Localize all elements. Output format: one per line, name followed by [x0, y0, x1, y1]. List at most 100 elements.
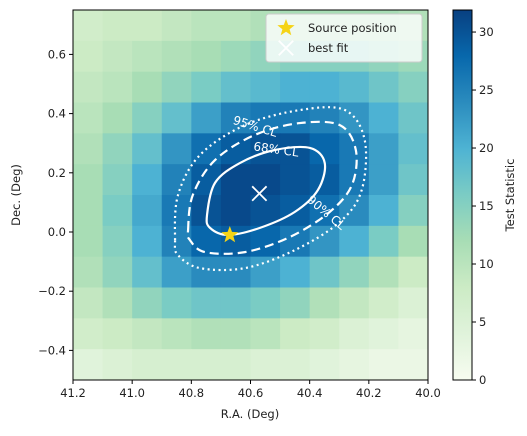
heatmap-cell — [368, 102, 399, 134]
heatmap-cell — [398, 195, 429, 227]
heatmap-cell — [220, 195, 251, 227]
heatmap-cell — [250, 318, 281, 350]
heatmap-cell — [250, 349, 281, 381]
heatmap-cell — [161, 102, 192, 134]
heatmap-cell — [250, 287, 281, 319]
heatmap-cell — [132, 164, 163, 196]
heatmap-cell — [161, 71, 192, 103]
heatmap-cell — [73, 102, 104, 134]
heatmap-cell — [280, 71, 311, 103]
heatmap-cell — [309, 287, 340, 319]
heatmap-cell — [339, 287, 370, 319]
heatmap-cell — [132, 102, 163, 134]
heatmap-cell — [220, 318, 251, 350]
heatmap-cell — [280, 102, 311, 134]
heatmap-cell — [368, 71, 399, 103]
heatmap-cell — [132, 256, 163, 288]
x-stroke — [251, 185, 268, 202]
heatmap-cell — [132, 195, 163, 227]
x-tick-label: 40.8 — [179, 386, 205, 400]
heatmap-cell — [191, 102, 222, 134]
heatmap-cell — [161, 256, 192, 288]
x-stroke — [278, 40, 294, 56]
x-tick-label: 40.2 — [356, 386, 382, 400]
heatmap-cell — [191, 10, 222, 42]
heatmap-cell — [102, 164, 133, 196]
heatmap-cell — [280, 287, 311, 319]
legend-label: best fit — [308, 41, 349, 55]
heatmap-cell — [102, 40, 133, 73]
heatmap-cell — [161, 287, 192, 319]
colorbar-tick-label: 10 — [479, 257, 494, 271]
heatmap-cell — [339, 71, 370, 103]
y-tick-label: −0.2 — [38, 284, 66, 298]
heatmap-cell — [368, 164, 399, 196]
heatmap-cell — [280, 225, 311, 258]
heatmap-cell — [280, 349, 311, 381]
heatmap-cell — [280, 164, 311, 196]
heatmap-cell — [161, 318, 192, 350]
colorbar-tick-label: 30 — [479, 25, 494, 39]
heatmap-cell — [161, 40, 192, 73]
contour — [173, 106, 368, 272]
heatmap-cell — [398, 318, 429, 350]
x-tick-label: 40.4 — [297, 386, 323, 400]
heatmap-cell — [132, 287, 163, 319]
heatmap-cell — [339, 102, 370, 134]
heatmap-cell — [398, 287, 429, 319]
x-tick-label: 41.0 — [119, 386, 145, 400]
y-tick-label: 0.4 — [48, 107, 66, 121]
heatmap-cell — [309, 225, 340, 258]
heatmap-cell — [102, 318, 133, 350]
legend-box — [265, 13, 423, 63]
star-marker — [277, 19, 295, 36]
heatmap-cell — [191, 256, 222, 288]
heatmap-cell — [368, 195, 399, 227]
heatmap-cell — [309, 71, 340, 103]
heatmap-cell — [132, 318, 163, 350]
heatmap-cell — [191, 318, 222, 350]
heatmap-cell — [191, 287, 222, 319]
heatmap-cell — [102, 102, 133, 134]
heatmap-cell — [73, 287, 104, 319]
heatmap-cell — [73, 225, 104, 258]
heatmap-cell — [250, 225, 281, 258]
heatmap-cell — [220, 256, 251, 288]
heatmap-cell — [398, 256, 429, 288]
heatmap-cell — [73, 133, 104, 165]
heatmap-cell — [161, 349, 192, 381]
heatmap-cell — [220, 40, 251, 73]
heatmap-cell — [73, 256, 104, 288]
heatmap-cell — [250, 164, 281, 196]
heatmap-cell — [220, 164, 251, 196]
heatmap-cell — [368, 133, 399, 165]
heatmap-cell — [161, 133, 192, 165]
heatmap-cell — [73, 349, 104, 381]
x-tick-label: 40.6 — [238, 386, 264, 400]
y-tick-label: −0.4 — [38, 343, 66, 357]
x-tick-label: 40.0 — [415, 386, 441, 400]
heatmap-cell — [161, 10, 192, 42]
heatmap-cell — [220, 287, 251, 319]
heatmap-cell — [220, 349, 251, 381]
heatmap-cell — [220, 10, 251, 42]
x-marker — [278, 40, 294, 56]
heatmap-cell — [102, 225, 133, 258]
heatmap-cell — [398, 102, 429, 134]
heatmap-cell — [132, 225, 163, 258]
heatmap-cell — [339, 256, 370, 288]
heatmap-cell — [102, 256, 133, 288]
x-marker — [251, 185, 268, 202]
heatmap-cell — [161, 164, 192, 196]
heatmap-cell — [191, 71, 222, 103]
heatmap-cell — [398, 349, 429, 381]
heatmap-cell — [102, 71, 133, 103]
heatmap-cell — [132, 349, 163, 381]
heatmap-cell — [368, 225, 399, 258]
heatmap-cell — [73, 71, 104, 103]
colorbar — [452, 9, 473, 381]
heatmap-cell — [339, 133, 370, 165]
heatmap-cell — [73, 40, 104, 73]
heatmap-cell — [280, 318, 311, 350]
